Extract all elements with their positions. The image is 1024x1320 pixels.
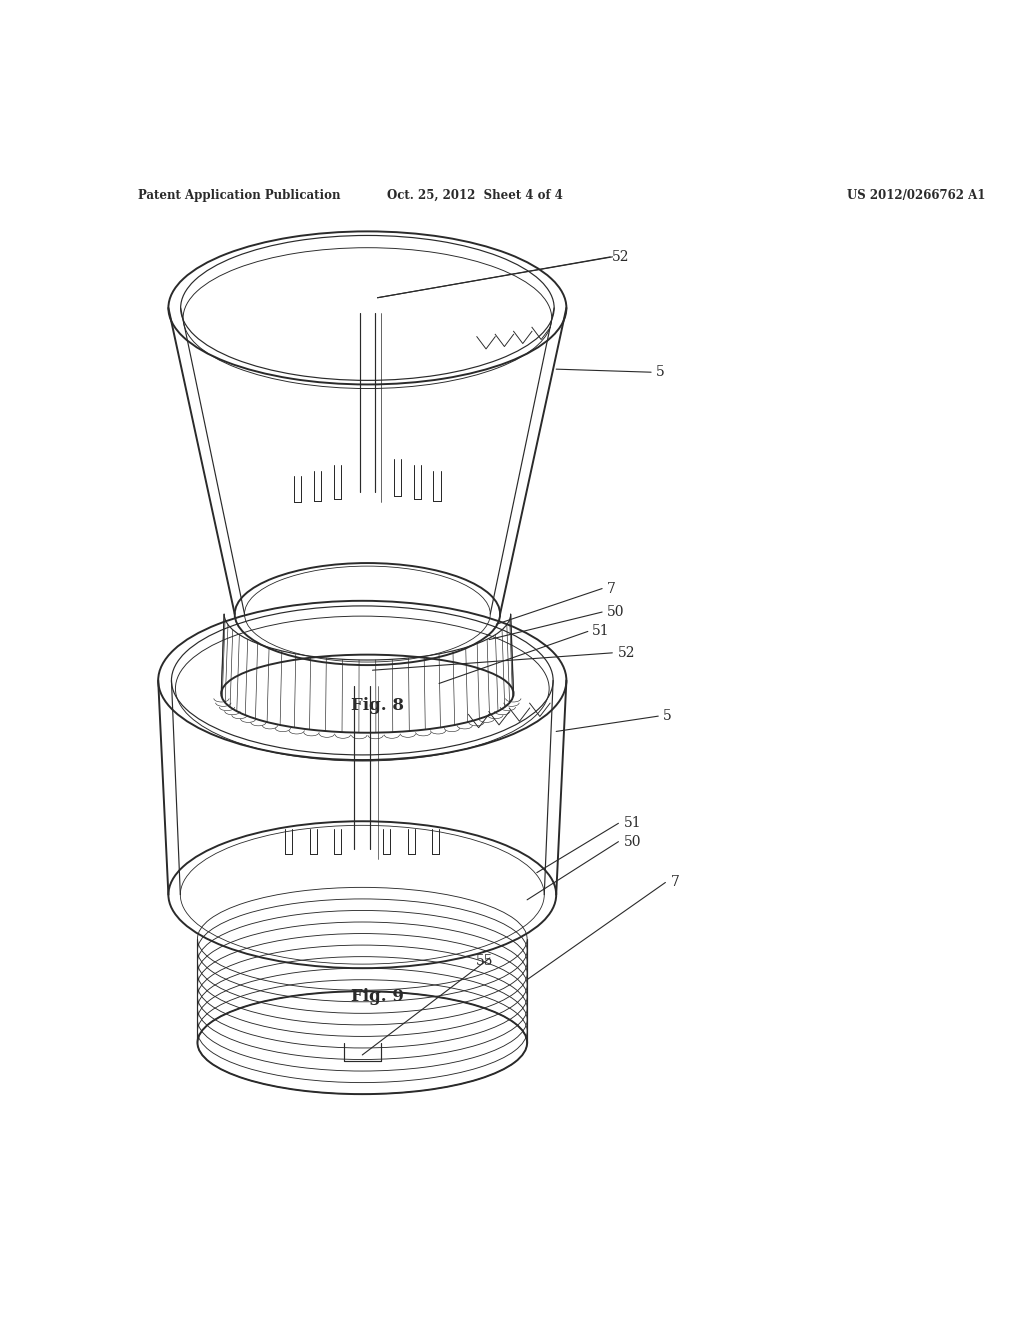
Text: Fig. 8: Fig. 8 <box>351 697 404 714</box>
Text: 51: 51 <box>592 624 609 639</box>
Text: 52: 52 <box>617 645 635 660</box>
Text: Patent Application Publication: Patent Application Publication <box>138 189 340 202</box>
Text: 7: 7 <box>607 582 616 595</box>
Text: 50: 50 <box>624 834 641 849</box>
Text: 52: 52 <box>612 249 630 264</box>
Text: Fig. 9: Fig. 9 <box>351 989 404 1006</box>
Text: 50: 50 <box>607 605 625 619</box>
Text: 5: 5 <box>656 366 665 379</box>
Text: 55: 55 <box>476 954 494 968</box>
Text: 7: 7 <box>671 875 679 890</box>
Text: 51: 51 <box>624 816 641 830</box>
Text: US 2012/0266762 A1: US 2012/0266762 A1 <box>847 189 985 202</box>
Text: Oct. 25, 2012  Sheet 4 of 4: Oct. 25, 2012 Sheet 4 of 4 <box>387 189 562 202</box>
Text: 5: 5 <box>664 709 672 723</box>
